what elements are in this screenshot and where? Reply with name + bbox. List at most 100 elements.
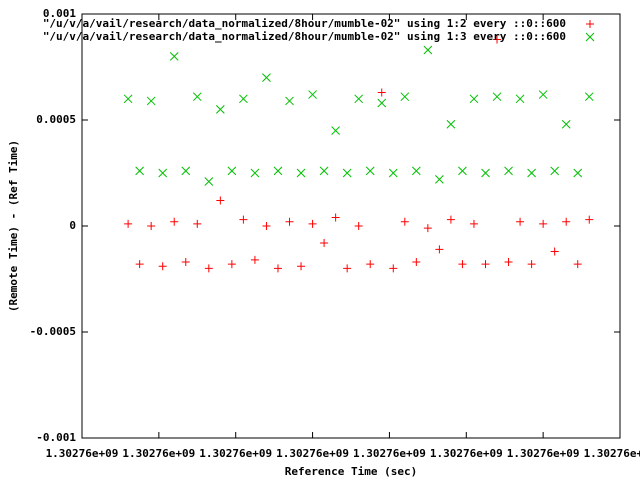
point (446, 119, 456, 129)
point (412, 258, 421, 267)
legend-marker (585, 32, 595, 42)
point (504, 258, 513, 267)
point (354, 222, 363, 230)
point (285, 217, 294, 226)
point (158, 262, 167, 271)
point (181, 166, 191, 176)
y-tick-label: -0.001 (36, 431, 76, 444)
point (216, 196, 225, 205)
point (297, 262, 306, 271)
point (262, 222, 271, 230)
point (435, 245, 444, 254)
x-tick-label: 1.30276e+09 (353, 447, 426, 460)
point (527, 168, 536, 178)
plot-frame (81, 13, 621, 439)
point (170, 217, 179, 226)
point (435, 175, 444, 184)
point (273, 264, 282, 273)
legend-marker (586, 20, 594, 28)
x-tick-label: 1.30276e+09 (199, 447, 272, 460)
point (365, 166, 375, 176)
legend-label: "/u/v/a/vail/research/data_normalized/8h… (43, 17, 566, 30)
point (493, 35, 502, 44)
point (135, 260, 144, 269)
point (296, 168, 306, 178)
point (527, 260, 536, 269)
point (481, 260, 490, 269)
point (446, 215, 455, 224)
point (285, 96, 294, 106)
point (469, 219, 478, 228)
point (123, 94, 133, 104)
point (308, 90, 317, 99)
point (354, 94, 364, 104)
point (561, 119, 571, 129)
point (147, 222, 156, 230)
point (273, 166, 283, 176)
point (193, 219, 202, 228)
point (469, 94, 479, 104)
x-axis-label: Reference Time (sec) (285, 465, 417, 478)
point (550, 166, 560, 176)
point (388, 168, 398, 178)
point (319, 166, 329, 176)
point (562, 217, 571, 226)
point (227, 166, 237, 176)
point (458, 260, 467, 269)
point (481, 168, 490, 178)
legend-label: "/u/v/a/vail/research/data_normalized/8h… (43, 30, 566, 43)
point (515, 94, 525, 104)
point (423, 45, 433, 55)
point (227, 260, 236, 269)
point (550, 247, 559, 256)
point (585, 215, 594, 224)
point (458, 166, 467, 176)
point (377, 98, 387, 108)
point (539, 219, 548, 228)
point (192, 92, 202, 102)
point (135, 166, 144, 176)
point (239, 94, 248, 104)
point (204, 264, 213, 273)
point (124, 219, 133, 228)
point (158, 168, 168, 178)
point (320, 238, 329, 247)
point (377, 88, 386, 97)
point (331, 126, 340, 135)
point (400, 217, 409, 226)
point (308, 219, 317, 228)
y-tick-label: 0 (69, 219, 76, 232)
point (146, 96, 156, 106)
point (343, 264, 352, 273)
x-tick-label: 1.30276e+09 (507, 447, 580, 460)
point (400, 92, 410, 102)
point (204, 177, 214, 186)
y-tick-label: 0.0005 (36, 113, 76, 126)
x-tick-label: 1.30276e+09 (276, 447, 349, 460)
point (504, 166, 513, 176)
y-tick-label: 0.001 (43, 7, 76, 20)
point (573, 168, 583, 178)
point (250, 168, 260, 178)
point (250, 255, 259, 264)
point (389, 264, 398, 273)
point (181, 258, 190, 267)
point (366, 260, 375, 269)
point (169, 52, 179, 61)
point (262, 73, 271, 82)
point (584, 92, 594, 102)
x-tick-label: 1.30276e+09 (430, 447, 503, 460)
point (423, 224, 432, 233)
y-tick-label: -0.0005 (30, 325, 76, 338)
point (538, 90, 548, 99)
x-tick-label: 1.30276e+09 (122, 447, 195, 460)
point (239, 215, 248, 224)
x-tick-label: 1.30276e+09 (46, 447, 119, 460)
point (573, 260, 582, 269)
point (411, 166, 421, 176)
y-axis-label: (Remote Time) - (Ref Time) (7, 140, 20, 312)
point (215, 105, 225, 114)
point (492, 92, 502, 102)
